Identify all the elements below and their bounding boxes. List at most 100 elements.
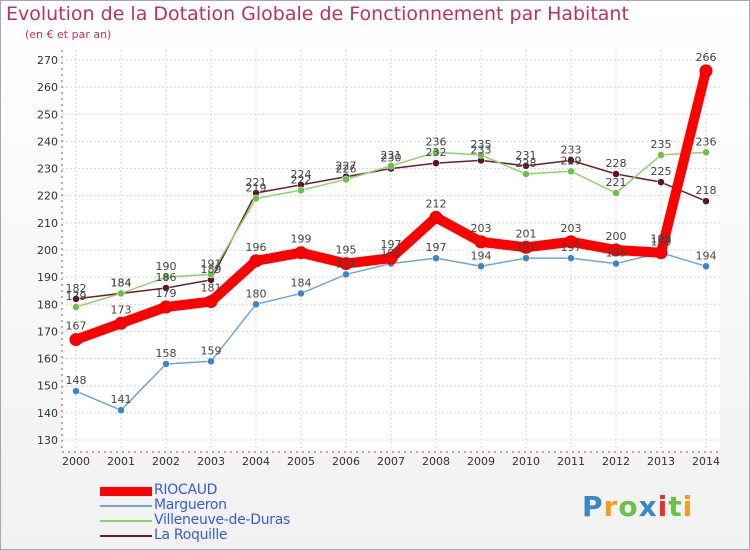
logo-letter: i [682, 490, 694, 523]
data-label-la-roquille: 221 [246, 176, 267, 189]
series [69, 64, 713, 414]
x-tick-label: 2004 [242, 455, 270, 468]
data-point-margueron [342, 270, 350, 279]
data-label-la-roquille: 189 [201, 263, 222, 276]
data-label-la-roquille: 233 [561, 143, 582, 156]
data-point-riocaud [429, 210, 443, 224]
x-tick-label: 2007 [377, 455, 405, 468]
data-point-riocaud [384, 251, 398, 265]
x-tick-label: 2006 [332, 455, 360, 468]
y-tick-label: 250 [37, 108, 58, 121]
data-label-margueron: 191 [336, 257, 357, 270]
data-label-riocaud: 197 [381, 238, 402, 251]
legend-swatch-la-roquille [100, 535, 152, 537]
data-label-la-roquille: 231 [516, 149, 537, 162]
data-point-villeneuve-de-duras [117, 289, 125, 298]
data-label-villeneuve-de-duras: 229 [561, 154, 582, 167]
data-point-margueron [522, 254, 530, 262]
data-label-villeneuve-de-duras: 221 [606, 176, 627, 189]
chart-title: Evolution de la Dotation Globale de Fonc… [6, 3, 629, 25]
y-tick-label: 160 [37, 353, 58, 366]
data-label-villeneuve-de-duras: 236 [696, 135, 717, 148]
data-label-la-roquille: 232 [426, 146, 447, 159]
y-tick-label: 240 [37, 135, 58, 148]
data-point-riocaud [474, 235, 488, 249]
x-tick-label: 2005 [287, 455, 315, 468]
data-label-la-roquille: 184 [111, 276, 132, 289]
legend-label-riocaud: RIOCAUD [154, 482, 218, 498]
axes: 130 140 150 160 170 180 190 200 210 220 230 240 250 2… [37, 50, 720, 468]
data-label-villeneuve-de-duras: 226 [336, 162, 357, 175]
data-label-margueron: 195 [606, 247, 627, 260]
data-label-riocaud: 173 [111, 303, 132, 316]
logo-letter: t [668, 490, 683, 523]
data-label-la-roquille: 225 [651, 165, 672, 178]
data-point-villeneuve-de-duras [162, 273, 170, 281]
data-point-la-roquille [432, 159, 440, 167]
data-point-villeneuve-de-duras [387, 162, 395, 170]
data-point-villeneuve-de-duras [702, 148, 710, 157]
y-tick-label: 140 [37, 407, 58, 420]
x-tick-label: 2002 [152, 455, 180, 468]
data-label-villeneuve-de-duras: 236 [426, 135, 447, 148]
y-tick-label: 220 [37, 190, 58, 203]
data-point-margueron [477, 262, 485, 271]
data-label-margueron: 194 [471, 249, 492, 262]
data-label-riocaud: 181 [201, 282, 222, 295]
data-point-margueron [567, 254, 575, 262]
data-label-villeneuve-de-duras: 222 [291, 173, 312, 186]
data-label-margueron: 194 [696, 249, 717, 262]
logo-letter: P [582, 490, 604, 523]
data-label-margueron: 159 [201, 344, 222, 357]
data-label-riocaud: 200 [606, 230, 627, 243]
data-point-la-roquille [72, 295, 80, 303]
data-point-riocaud [339, 257, 353, 271]
data-point-villeneuve-de-duras [612, 189, 620, 197]
y-tick-label: 200 [37, 244, 58, 257]
y-tick-label: 210 [37, 217, 58, 230]
data-label-margueron: 184 [291, 276, 312, 289]
data-point-riocaud [294, 246, 308, 260]
data-label-la-roquille: 218 [696, 184, 717, 197]
data-label-margueron: 180 [246, 287, 267, 300]
data-point-la-roquille [522, 162, 530, 170]
x-tick-label: 2014 [692, 455, 720, 468]
data-label-villeneuve-de-duras: 191 [201, 257, 222, 270]
y-tick-label: 230 [37, 163, 58, 176]
data-point-la-roquille [657, 178, 665, 186]
legend-label-villeneuve-de-duras: Villeneuve-de-Duras [154, 512, 290, 528]
y-tick-label: 190 [37, 271, 58, 284]
data-point-riocaud [249, 254, 263, 268]
data-label-villeneuve-de-duras: 231 [381, 149, 402, 162]
data-point-villeneuve-de-duras [207, 270, 215, 279]
data-label-la-roquille: 233 [471, 143, 492, 156]
data-label-la-roquille: 227 [336, 160, 357, 173]
data-point-la-roquille [702, 197, 710, 205]
data-point-riocaud [159, 300, 173, 314]
x-tick-label: 2009 [467, 455, 495, 468]
data-point-margueron [207, 357, 215, 366]
data-label-riocaud: 195 [336, 244, 357, 257]
data-label-margueron: 158 [156, 347, 177, 360]
y-tick-label: 130 [37, 434, 58, 447]
data-point-margueron [162, 360, 170, 368]
data-point-la-roquille [162, 284, 170, 292]
data-label-la-roquille: 182 [66, 282, 87, 295]
data-point-margueron [297, 289, 305, 298]
data-label-riocaud: 199 [651, 233, 672, 246]
data-label-villeneuve-de-duras: 228 [516, 157, 537, 170]
data-label-margueron: 197 [516, 241, 537, 254]
proxiti-logo: Proxiti [582, 490, 693, 523]
data-label-villeneuve-de-duras: 190 [156, 260, 177, 273]
chart-subtitle: (en € et par an) [25, 28, 112, 41]
data-point-villeneuve-de-duras [657, 151, 665, 159]
logo-letter: o [618, 490, 639, 523]
data-label-margueron: 141 [111, 393, 132, 406]
data-label-riocaud: 167 [66, 320, 87, 333]
data-point-la-roquille [612, 170, 620, 178]
data-point-villeneuve-de-duras [567, 167, 575, 176]
data-label-margueron: 197 [561, 241, 582, 254]
legend-label-margueron: Margueron [154, 497, 227, 513]
data-label-la-roquille: 224 [291, 168, 312, 181]
